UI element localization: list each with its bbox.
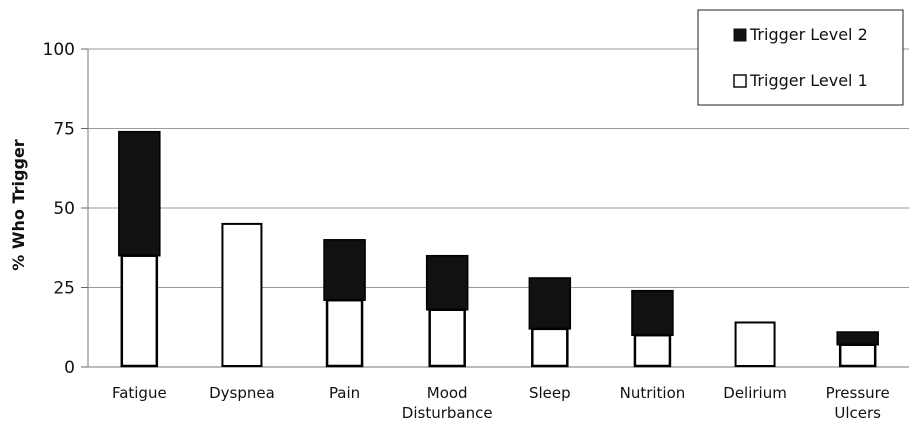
x-tick-label: Fatigue bbox=[112, 384, 167, 402]
y-tick-label: 25 bbox=[53, 279, 75, 299]
y-tick-label: 0 bbox=[64, 358, 75, 378]
y-tick-label: 100 bbox=[43, 40, 75, 60]
legend-swatch-level2 bbox=[733, 28, 747, 42]
bar-segment-level1 bbox=[221, 222, 263, 367]
bar-segment-level1 bbox=[734, 321, 776, 368]
y-tick-label: 50 bbox=[53, 199, 75, 219]
legend-swatch-level1 bbox=[733, 74, 747, 88]
y-axis-title: % Who Trigger bbox=[9, 139, 28, 270]
x-tick-label: Pain bbox=[329, 384, 360, 402]
x-tick-label: Delirium bbox=[723, 384, 787, 402]
x-tick-label: Ulcers bbox=[834, 404, 881, 422]
bar-segment-level1 bbox=[633, 333, 672, 368]
legend-label-level2: Trigger Level 2 bbox=[749, 25, 868, 44]
axis-labels: 0 25 50 75 100 Fatigue Dyspnea Pain Mood Disturba… bbox=[43, 40, 890, 422]
legend: Trigger Level 2 Trigger Level 1 bbox=[697, 9, 904, 106]
bar-segment-level1 bbox=[120, 254, 159, 368]
y-tick-label: 75 bbox=[53, 120, 75, 140]
bar-segment-level2 bbox=[631, 289, 674, 336]
x-tick-label: Mood bbox=[427, 384, 468, 402]
bars bbox=[118, 130, 879, 368]
legend-box bbox=[697, 9, 904, 106]
bar-segment-level2 bbox=[425, 254, 469, 311]
legend-label-level1: Trigger Level 1 bbox=[749, 71, 868, 90]
x-tick-label: Dyspnea bbox=[209, 384, 275, 402]
bar-segment-level2 bbox=[323, 239, 366, 301]
bar-segment-level2 bbox=[528, 277, 572, 330]
x-tick-label: Disturbance bbox=[402, 404, 493, 422]
bar-segment-level2 bbox=[118, 130, 161, 257]
bar-segment-level2 bbox=[836, 331, 879, 346]
x-tick-label: Sleep bbox=[529, 384, 571, 402]
bar-segment-level1 bbox=[428, 308, 466, 368]
bar-segment-level1 bbox=[325, 298, 364, 368]
bar-segment-level1 bbox=[838, 343, 877, 368]
bar-segment-level1 bbox=[531, 327, 569, 368]
x-tick-label: Nutrition bbox=[620, 384, 686, 402]
x-tick-label: Pressure bbox=[826, 384, 890, 402]
